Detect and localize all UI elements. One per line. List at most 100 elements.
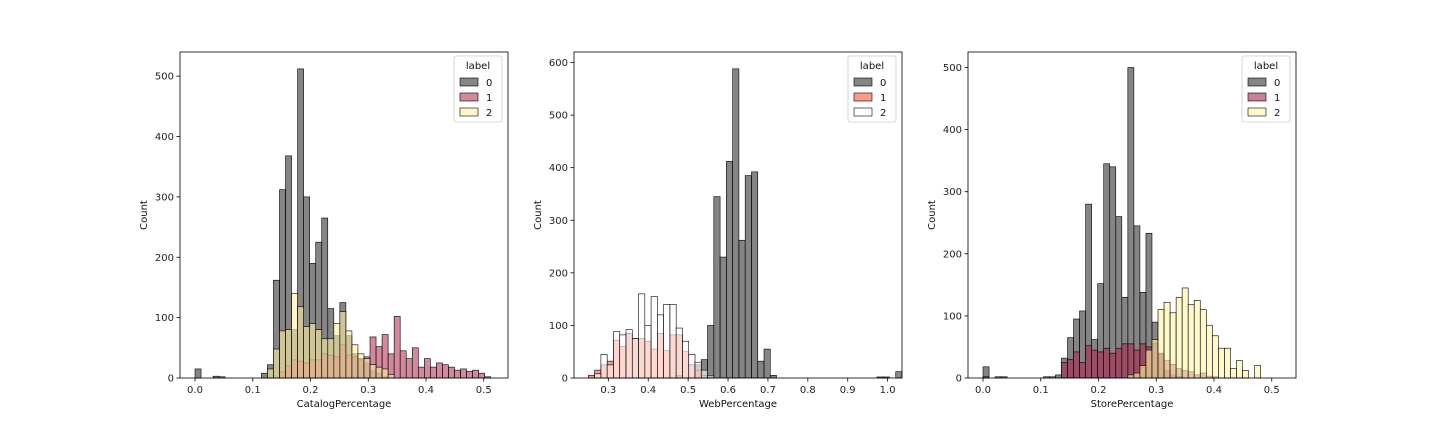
x-tick-label: 0.6 — [720, 385, 736, 396]
legend-entry: 2 — [486, 108, 492, 119]
legend-entry: 2 — [1274, 108, 1280, 119]
bar — [682, 340, 690, 379]
y-tick-label: 300 — [155, 192, 174, 203]
histogram-panel-1: 0.0 0.1 0.2 0.3 0.4 0.5 0 100 200 300 400 500 Catalo… — [139, 51, 509, 410]
axes-frame — [179, 51, 509, 379]
bar — [1157, 309, 1165, 379]
x-axis-label: WebPercentage — [699, 399, 777, 410]
legend-title: label — [1254, 61, 1278, 72]
y-tick-label: 300 — [549, 216, 568, 227]
bar — [606, 364, 614, 379]
bar — [357, 353, 365, 379]
bar — [757, 360, 765, 379]
x-tick-label: 1.0 — [880, 385, 896, 396]
bar — [1218, 347, 1225, 379]
bar — [982, 366, 990, 379]
series-2 — [594, 293, 715, 379]
legend-swatch — [1247, 77, 1267, 87]
bar — [1133, 372, 1141, 379]
x-tick-label: 0.9 — [840, 385, 856, 396]
legend-entry: 0 — [486, 78, 492, 89]
histogram-panel-3: 0.0 0.1 0.2 0.3 0.4 0.5 0 100 200 300 400 500 StoreP… — [927, 51, 1297, 410]
bar — [1230, 368, 1237, 379]
bar — [1055, 374, 1062, 379]
x-tick-label: 0.2 — [303, 385, 319, 396]
bar — [1169, 312, 1177, 379]
x-tick-label: 0.5 — [1264, 385, 1280, 396]
legend-swatch — [1247, 107, 1267, 117]
y-tick-label: 200 — [943, 249, 962, 260]
bar — [1067, 359, 1074, 379]
x-tick-label: 0.2 — [1091, 385, 1107, 396]
histogram-panel-2: 0.3 0.4 0.5 0.6 0.7 0.8 0.9 1.0 0 100 200 300 400 500… — [533, 51, 903, 410]
bar — [1109, 166, 1117, 379]
x-axis-label: CatalogPercentage — [297, 399, 392, 410]
legend-swatch — [853, 107, 873, 117]
bar — [631, 338, 639, 379]
bar — [895, 371, 903, 379]
bar — [594, 373, 602, 379]
bar — [1139, 365, 1147, 379]
bar — [1236, 360, 1243, 379]
x-tick-label: 0.0 — [187, 385, 203, 396]
y-tick-label: 100 — [943, 311, 962, 322]
bar — [411, 347, 419, 379]
legend-swatch — [853, 92, 873, 102]
bar — [363, 358, 371, 379]
legend-title: label — [860, 61, 884, 72]
bar — [1085, 345, 1092, 379]
x-tick-label: 0.7 — [760, 385, 776, 396]
legend: label 0 1 2 — [1241, 55, 1291, 123]
bar — [751, 171, 759, 379]
bar — [194, 368, 202, 379]
y-tick-label: 100 — [155, 313, 174, 324]
legend-box — [1241, 55, 1291, 123]
bar — [285, 329, 292, 379]
bar — [675, 327, 683, 379]
y-axis-label: Count — [139, 200, 150, 230]
bar — [613, 331, 621, 379]
bar — [375, 366, 383, 379]
bar — [369, 364, 377, 379]
y-axis-label: Count — [533, 200, 544, 230]
y-tick-label: 400 — [155, 132, 174, 143]
y-tick-label: 0 — [956, 374, 962, 385]
series-0 — [982, 67, 1183, 379]
bar — [273, 348, 280, 379]
legend-entry: 0 — [880, 78, 886, 89]
bar — [1175, 296, 1183, 379]
bar — [399, 350, 407, 379]
bar — [1254, 365, 1261, 379]
bar — [669, 304, 677, 379]
bar — [625, 329, 633, 379]
y-tick-label: 0 — [168, 374, 174, 385]
bar — [381, 368, 389, 379]
bar — [600, 354, 608, 379]
bar — [454, 369, 461, 379]
bar — [763, 348, 771, 379]
bar — [478, 372, 485, 379]
bar — [650, 296, 658, 379]
bar — [1193, 300, 1201, 379]
y-tick-label: 0 — [562, 374, 568, 385]
bar — [1151, 339, 1159, 379]
bar — [1103, 163, 1111, 379]
bar — [1127, 67, 1135, 379]
bar — [303, 326, 310, 379]
bar — [663, 304, 671, 379]
bar — [1061, 362, 1068, 379]
x-tick-label: 0.3 — [360, 385, 376, 396]
x-tick-label: 0.1 — [1033, 385, 1049, 396]
y-tick-label: 200 — [155, 253, 174, 264]
legend-swatch — [853, 77, 873, 87]
bar — [297, 306, 304, 379]
bar — [726, 161, 733, 379]
x-tick-label: 0.0 — [975, 385, 991, 396]
y-tick-label: 100 — [549, 321, 568, 332]
bar — [1097, 351, 1105, 379]
bar — [315, 329, 323, 379]
legend-entry: 2 — [880, 108, 886, 119]
bar — [430, 366, 437, 379]
x-tick-label: 0.3 — [600, 385, 616, 396]
